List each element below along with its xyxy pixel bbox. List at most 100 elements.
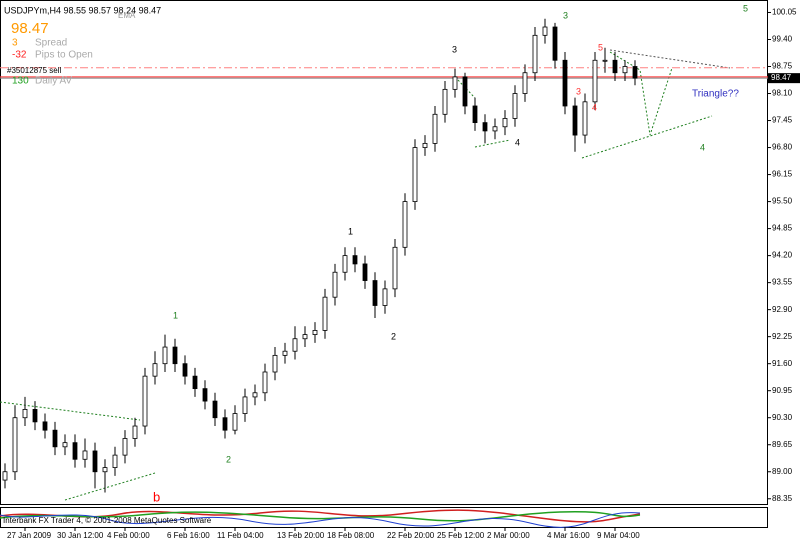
candle-body bbox=[62, 442, 68, 448]
info-value: 3 bbox=[12, 38, 18, 49]
annotation: 4 bbox=[592, 102, 597, 112]
candle-body bbox=[492, 126, 498, 132]
candle-body bbox=[502, 118, 508, 128]
x-tick-label: 13 Feb 20:00 bbox=[277, 531, 325, 540]
x-tick-label: 18 Feb 08:00 bbox=[327, 531, 375, 540]
x-tick-label: 30 Jan 12:00 bbox=[57, 531, 104, 540]
candle-body bbox=[482, 122, 488, 132]
y-tick-label: 97.45 bbox=[772, 116, 793, 125]
candle-body bbox=[52, 429, 58, 448]
candle-body bbox=[22, 409, 28, 419]
annotation: Triangle?? bbox=[692, 89, 739, 100]
y-tick-label: 100.05 bbox=[772, 8, 797, 17]
annotation: 5 bbox=[743, 3, 748, 13]
candle-body bbox=[32, 409, 38, 423]
footer: Interbank FX Trader 4, © 2001-2008 MetaQ… bbox=[3, 516, 212, 525]
trendline bbox=[581, 115, 713, 159]
annotation: 4 bbox=[515, 137, 520, 147]
candle-body bbox=[252, 392, 258, 398]
candle-body bbox=[462, 76, 468, 107]
y-tick-label: 99.40 bbox=[772, 35, 793, 44]
y-tick-label: 91.60 bbox=[772, 359, 793, 368]
info-value: 98.47 bbox=[11, 20, 49, 37]
candle-body bbox=[212, 400, 218, 419]
annotation: 1 bbox=[348, 226, 353, 236]
annotation: 5 bbox=[598, 42, 603, 52]
candle-body bbox=[382, 288, 388, 306]
candle-body bbox=[102, 467, 108, 473]
trendline bbox=[474, 139, 511, 148]
candle-body bbox=[322, 296, 328, 331]
x-tick-label: 4 Feb 00:00 bbox=[107, 531, 150, 540]
price-label: 98.47 bbox=[771, 73, 792, 82]
oscillator-line bbox=[0, 512, 641, 528]
candle-body bbox=[152, 363, 158, 377]
x-tick-label: 9 Mar 04:00 bbox=[597, 531, 640, 540]
x-tick-label: 4 Mar 16:00 bbox=[547, 531, 590, 540]
info-value: #35012875 sell bbox=[7, 66, 61, 75]
candle-body bbox=[632, 66, 638, 79]
candle-body bbox=[292, 338, 298, 352]
candle-body bbox=[442, 88, 448, 115]
annotation: 3 bbox=[452, 44, 457, 54]
annotation: 3 bbox=[576, 86, 581, 96]
annotation: 2 bbox=[226, 454, 231, 464]
x-tick-label: 11 Feb 04:00 bbox=[217, 531, 264, 540]
candle-body bbox=[602, 59, 608, 62]
candle-body bbox=[172, 346, 178, 365]
candle-body bbox=[342, 255, 348, 273]
annotation: 4 bbox=[700, 142, 705, 152]
candle-body bbox=[122, 438, 128, 456]
annotation: 1 bbox=[173, 310, 178, 320]
candle-body bbox=[162, 346, 168, 365]
y-tick-label: 90.95 bbox=[772, 386, 793, 395]
annotation: 3 bbox=[563, 10, 568, 20]
candle-body bbox=[192, 375, 198, 390]
trendline bbox=[0, 401, 141, 421]
candle-body bbox=[512, 93, 518, 119]
x-tick-label: 6 Feb 16:00 bbox=[167, 531, 210, 540]
y-tick-label: 88.35 bbox=[772, 494, 793, 503]
x-tick-label: 22 Feb 20:00 bbox=[387, 531, 435, 540]
candle-body bbox=[422, 142, 428, 148]
oscillator bbox=[0, 509, 641, 528]
candle-body bbox=[42, 421, 48, 431]
y-tick-label: 94.85 bbox=[772, 224, 793, 233]
candle-body bbox=[92, 450, 98, 473]
candle-body bbox=[562, 59, 568, 107]
candle-body bbox=[622, 66, 628, 74]
candle-body bbox=[612, 59, 618, 74]
chart-title: USDJPYm,H4 98.55 98.57 98.24 98.47 bbox=[4, 5, 161, 15]
trendline bbox=[609, 49, 731, 69]
y-tick-label: 95.50 bbox=[772, 197, 793, 206]
candle-body bbox=[182, 363, 188, 377]
y-tick-label: 90.30 bbox=[772, 413, 793, 422]
info-value: 130 bbox=[12, 76, 29, 87]
candle-body bbox=[332, 271, 338, 298]
plot-frame bbox=[0, 0, 768, 505]
y-tick-label: 89.65 bbox=[772, 440, 793, 449]
y-tick-label: 96.15 bbox=[772, 170, 793, 179]
y-tick-label: 96.80 bbox=[772, 143, 793, 152]
candle-body bbox=[202, 388, 208, 402]
y-tick-label: 93.55 bbox=[772, 278, 793, 287]
indicator-name: EMA bbox=[118, 11, 136, 20]
candle-body bbox=[142, 375, 148, 427]
info-label: Pips to Open bbox=[35, 50, 93, 61]
candle-body bbox=[312, 330, 318, 335]
candle-body bbox=[432, 113, 438, 144]
candle-body bbox=[572, 105, 578, 136]
candle-body bbox=[302, 334, 308, 340]
candle-body bbox=[412, 147, 418, 202]
y-tick-label: 98.10 bbox=[772, 89, 793, 98]
candle-body bbox=[472, 105, 478, 124]
candle-body bbox=[282, 350, 288, 356]
candle-body bbox=[12, 417, 18, 473]
candle-body bbox=[362, 263, 368, 281]
annotation: 2 bbox=[391, 331, 396, 341]
candle-body bbox=[242, 396, 248, 414]
info-label: Spread bbox=[35, 38, 67, 49]
y-tick-label: 92.90 bbox=[772, 305, 793, 314]
